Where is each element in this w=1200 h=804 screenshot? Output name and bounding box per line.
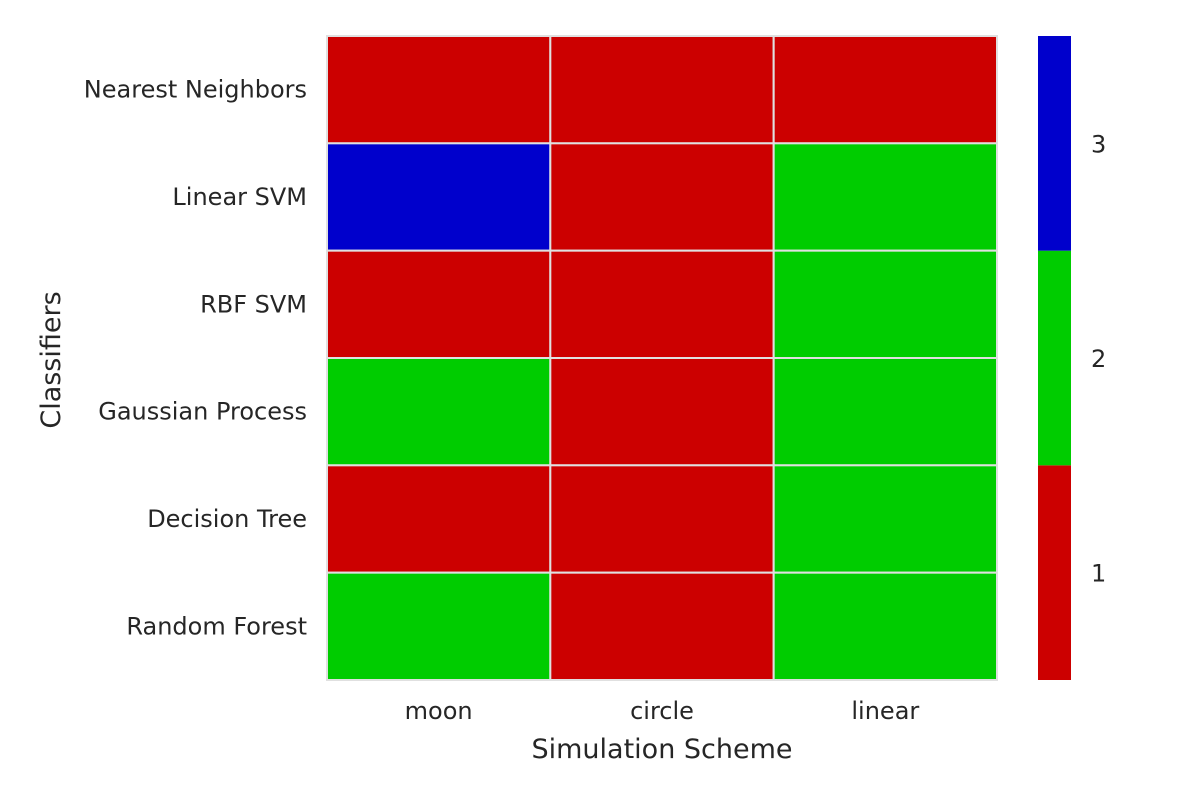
heatmap-cell-linear-svm-circle xyxy=(549,142,775,252)
x-tick-label: linear xyxy=(851,697,919,725)
heatmap-cell-random-forest-linear xyxy=(772,571,999,682)
heatmap-cell-random-forest-circle xyxy=(549,571,775,682)
heatmap-cell-nearest-neighbors-linear xyxy=(772,35,999,145)
heatmap-cell-linear-svm-linear xyxy=(772,142,999,252)
colorbar-segment-2 xyxy=(1038,250,1071,466)
heatmap-cell-rbf-svm-circle xyxy=(549,249,775,360)
heatmap-cell-rbf-svm-linear xyxy=(772,249,999,360)
colorbar-segment-1 xyxy=(1038,465,1071,680)
colorbar xyxy=(1038,36,1071,680)
y-tick-label: Linear SVM xyxy=(172,183,307,211)
x-axis-label: Simulation Scheme xyxy=(531,734,792,765)
y-tick-label: RBF SVM xyxy=(200,290,307,318)
heatmap-cell-linear-svm-moon xyxy=(326,142,552,252)
x-tick-label: circle xyxy=(630,697,694,725)
y-tick-label: Gaussian Process xyxy=(98,398,307,426)
y-tick-label: Decision Tree xyxy=(147,505,307,533)
y-tick-labels: Nearest Neighbors Linear SVM RBF SVM Gaussi… xyxy=(84,76,307,641)
x-tick-labels: moon circle linear xyxy=(405,697,920,725)
colorbar-tick-label: 2 xyxy=(1091,345,1106,373)
heatmap-cell-gaussian-process-linear xyxy=(772,357,999,467)
y-tick-label: Random Forest xyxy=(126,612,307,640)
heatmap-cell-decision-tree-moon xyxy=(326,464,552,574)
y-tick-label: Nearest Neighbors xyxy=(84,76,307,104)
heatmap-cell-nearest-neighbors-moon xyxy=(326,35,552,145)
colorbar-segment-3 xyxy=(1038,36,1071,251)
heatmap-cell-random-forest-moon xyxy=(326,571,552,682)
heatmap-cell-nearest-neighbors-circle xyxy=(549,35,775,145)
heatmap-cell-gaussian-process-circle xyxy=(549,357,775,467)
y-axis-label: Classifiers xyxy=(36,291,67,428)
heatmap-cell-rbf-svm-moon xyxy=(326,249,552,360)
colorbar-tick-label: 3 xyxy=(1091,130,1106,158)
heatmap-cell-decision-tree-circle xyxy=(549,464,775,574)
colorbar-tick-label: 1 xyxy=(1091,560,1106,588)
heatmap-cell-decision-tree-linear xyxy=(772,464,999,574)
heatmap-cells xyxy=(326,35,999,682)
colorbar-tick-labels: 1 2 3 xyxy=(1091,130,1106,587)
heatmap-cell-gaussian-process-moon xyxy=(326,357,552,467)
x-tick-label: moon xyxy=(405,697,473,725)
